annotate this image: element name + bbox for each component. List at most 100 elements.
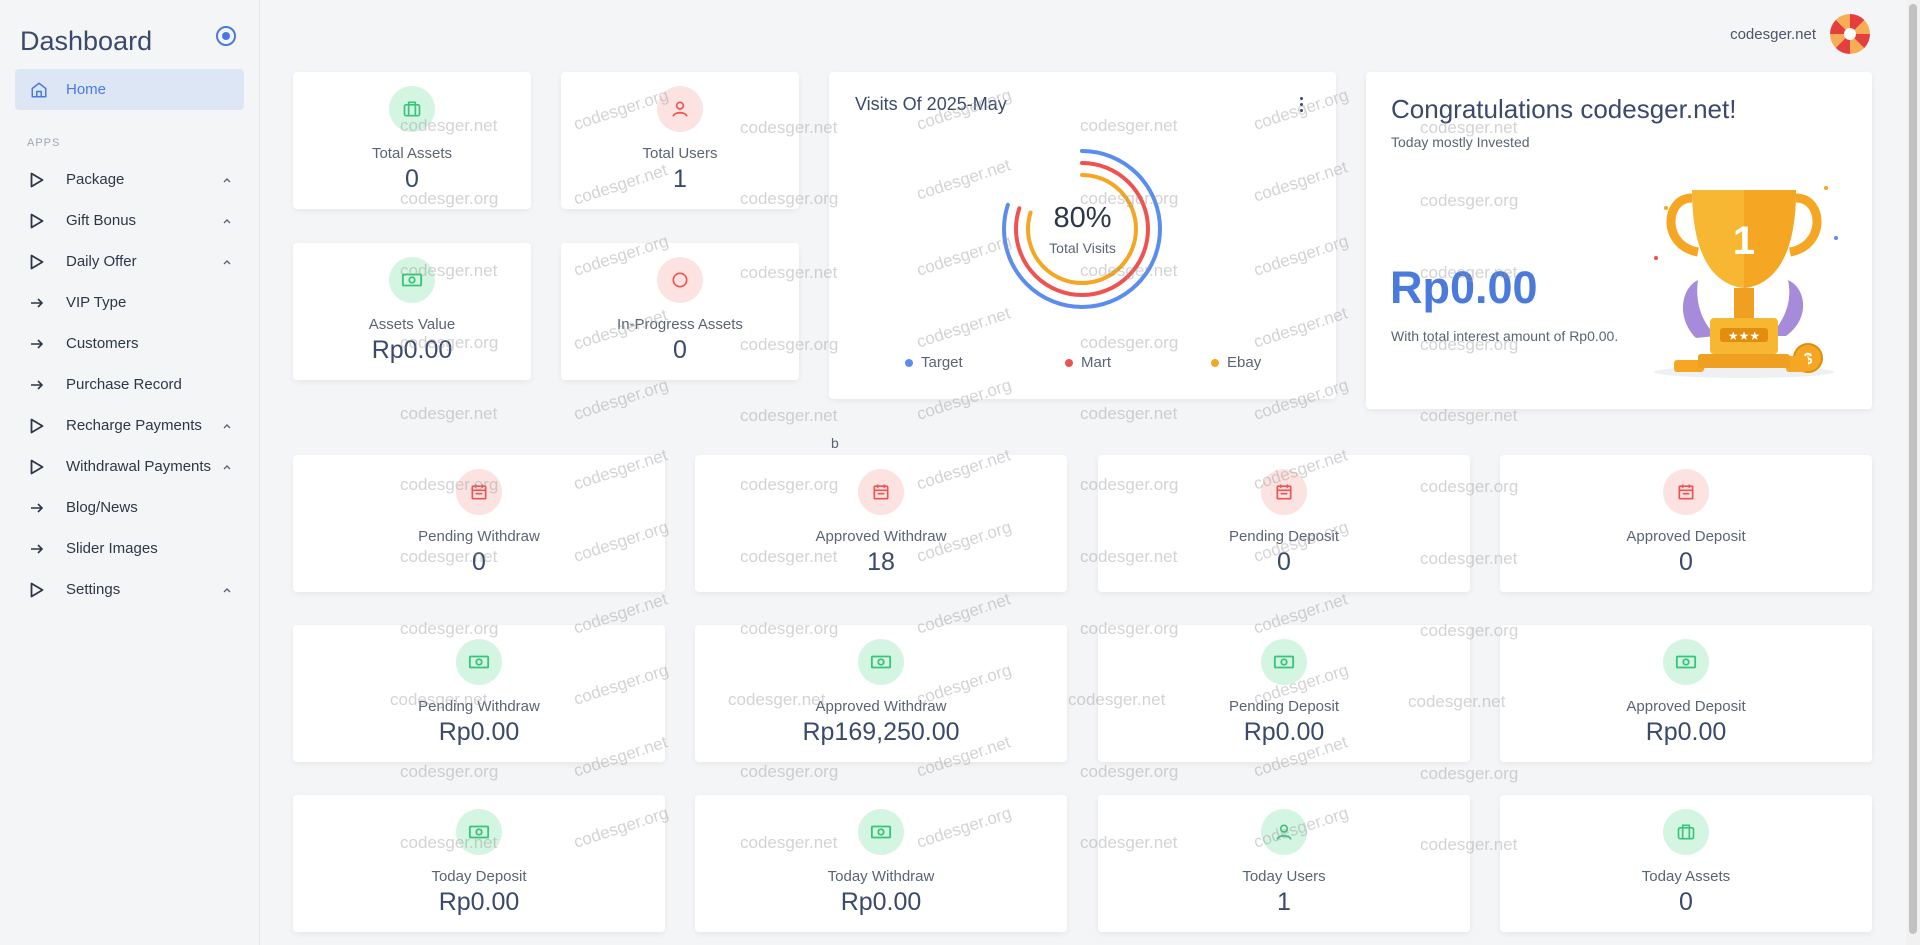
play-triangle-icon [29,172,45,188]
stat-label: Approved Withdraw [815,528,947,545]
sidebar-item-slider-images[interactable]: Slider Images [0,528,260,569]
watermark-text: codesger.org [740,762,839,781]
play-triangle-icon [29,418,45,434]
calendar-icon [1261,469,1307,515]
sidebar-item-daily-offer[interactable]: Daily Offer [0,241,260,282]
stat-label: Approved Deposit [1626,698,1746,715]
stat-value: 0 [1277,548,1291,576]
legend-label: Target [921,354,963,371]
stat-card-pending-deposit-amount: Pending Deposit Rp0.00 [1098,625,1470,762]
sidebar-item-package[interactable]: Package [0,159,260,200]
legend-ebay[interactable]: Ebay [1211,354,1261,371]
sidebar-toggle-icon[interactable] [216,26,236,46]
stat-value: 0 [1679,888,1693,916]
sidebar-item-label: Home [66,81,107,98]
calendar-icon [858,469,904,515]
sidebar-nav-list: Package Gift Bonus Daily Offer VIP Type … [0,159,260,610]
congrats-title: Congratulations codesger.net! [1391,94,1737,124]
sidebar-item-label: Package [66,171,125,188]
sidebar-item-label: Settings [66,581,121,598]
visits-percent: 80% [1053,202,1112,234]
stat-label: Total Assets [371,145,453,162]
stat-value: Rp0.00 [1243,718,1325,746]
legend-label: Ebay [1227,354,1262,371]
sidebar-item-settings[interactable]: Settings [0,569,260,610]
sidebar-item-gift-bonus[interactable]: Gift Bonus [0,200,260,241]
stat-card-today-assets: Today Assets 0 [1500,795,1872,932]
play-triangle-icon [29,459,45,475]
svg-text:★★★: ★★★ [1728,329,1760,343]
play-triangle-icon [29,254,45,270]
sidebar-item-label: Withdrawal Payments [66,458,212,475]
briefcase-icon [1663,809,1709,855]
stat-label: In-Progress Assets [617,316,743,333]
stray-text: b [831,435,839,451]
arrow-right-icon [29,336,45,352]
stat-label: Pending Deposit [1228,698,1340,715]
calendar-icon [456,469,502,515]
watermark-text: codesger.org [1080,762,1179,781]
legend-dot [905,358,913,367]
page-scrollbar[interactable] [1906,0,1920,945]
arrow-right-icon [29,541,45,557]
sidebar-item-withdrawal-payments[interactable]: Withdrawal Payments [0,446,260,487]
ring-ebay [1026,173,1138,285]
sidebar-item-recharge-payments[interactable]: Recharge Payments [0,405,260,446]
sidebar-item-label: Recharge Payments [66,417,202,434]
play-triangle-icon [29,213,45,229]
stat-label: Assets Value [368,316,456,333]
scrollbar-thumb[interactable] [1909,4,1917,934]
watermark-text: codesger.net [1080,404,1178,423]
stat-card-pending-deposit-count: Pending Deposit 0 [1098,455,1470,592]
user-icon [1261,809,1307,855]
stat-card-approved-deposit-amount: Approved Deposit Rp0.00 [1500,625,1872,762]
trophy-number: 1 [1733,219,1755,263]
stat-value: 0 [673,336,687,364]
stat-value: 0 [405,165,419,193]
cash-icon [858,809,904,855]
stat-label: Approved Deposit [1626,528,1746,545]
legend-target[interactable]: Target [905,354,963,371]
legend-dot [1065,358,1073,367]
sidebar-item-blog-news[interactable]: Blog/News [0,487,260,528]
visits-title: Visits Of 2025-May [855,94,1007,114]
sidebar: Dashboard Home APPS Package Gift Bonus D… [0,0,260,945]
visits-caption: Total Visits [1049,240,1116,256]
user-menu[interactable]: codesger.net [1730,14,1870,54]
watermark-text: codesger.net [740,406,838,425]
stat-value: Rp0.00 [438,718,520,746]
arrow-right-icon [29,295,45,311]
stat-label: Today Users [1242,868,1326,885]
stat-label: Today Deposit [431,868,527,885]
stat-value: 1 [1277,888,1291,916]
brand-title[interactable]: Dashboard [20,26,153,56]
sidebar-item-customers[interactable]: Customers [0,323,260,364]
avatar[interactable] [1830,14,1870,54]
stat-card-today-users: Today Users 1 [1098,795,1470,932]
stat-label: Total Users [642,145,718,162]
cash-icon [456,639,502,685]
sidebar-item-purchase-record[interactable]: Purchase Record [0,364,260,405]
legend-mart[interactable]: Mart [1065,354,1111,371]
more-options-icon[interactable] [1300,97,1304,113]
stat-card-total-users: Total Users 1 [561,72,799,209]
sidebar-item-label: Customers [66,335,139,352]
arrow-right-icon [29,500,45,516]
sidebar-item-home[interactable]: Home [15,69,244,110]
stat-card-approved-withdraw-amount: Approved Withdraw Rp169,250.00 [695,625,1067,762]
stat-value: Rp0.00 [438,888,520,916]
calendar-icon [1663,469,1709,515]
trophy-icon: $ ★★★ 1 [1654,186,1838,378]
stat-value: 0 [1679,548,1693,576]
stat-label: Approved Withdraw [815,698,947,715]
arrow-right-icon [29,377,45,393]
sidebar-item-vip-type[interactable]: VIP Type [0,282,260,323]
cash-icon [389,257,435,303]
stat-card-approved-withdraw-count: Approved Withdraw 18 [695,455,1067,592]
section-label-apps: APPS [27,137,61,149]
chevron-up-icon [223,259,231,264]
cash-icon [1663,639,1709,685]
congratulations-card: Congratulations codesger.net! Today most… [1366,72,1872,409]
sidebar-item-label: Slider Images [66,540,158,557]
stat-card-in-progress-assets: In-Progress Assets 0 [561,243,799,380]
